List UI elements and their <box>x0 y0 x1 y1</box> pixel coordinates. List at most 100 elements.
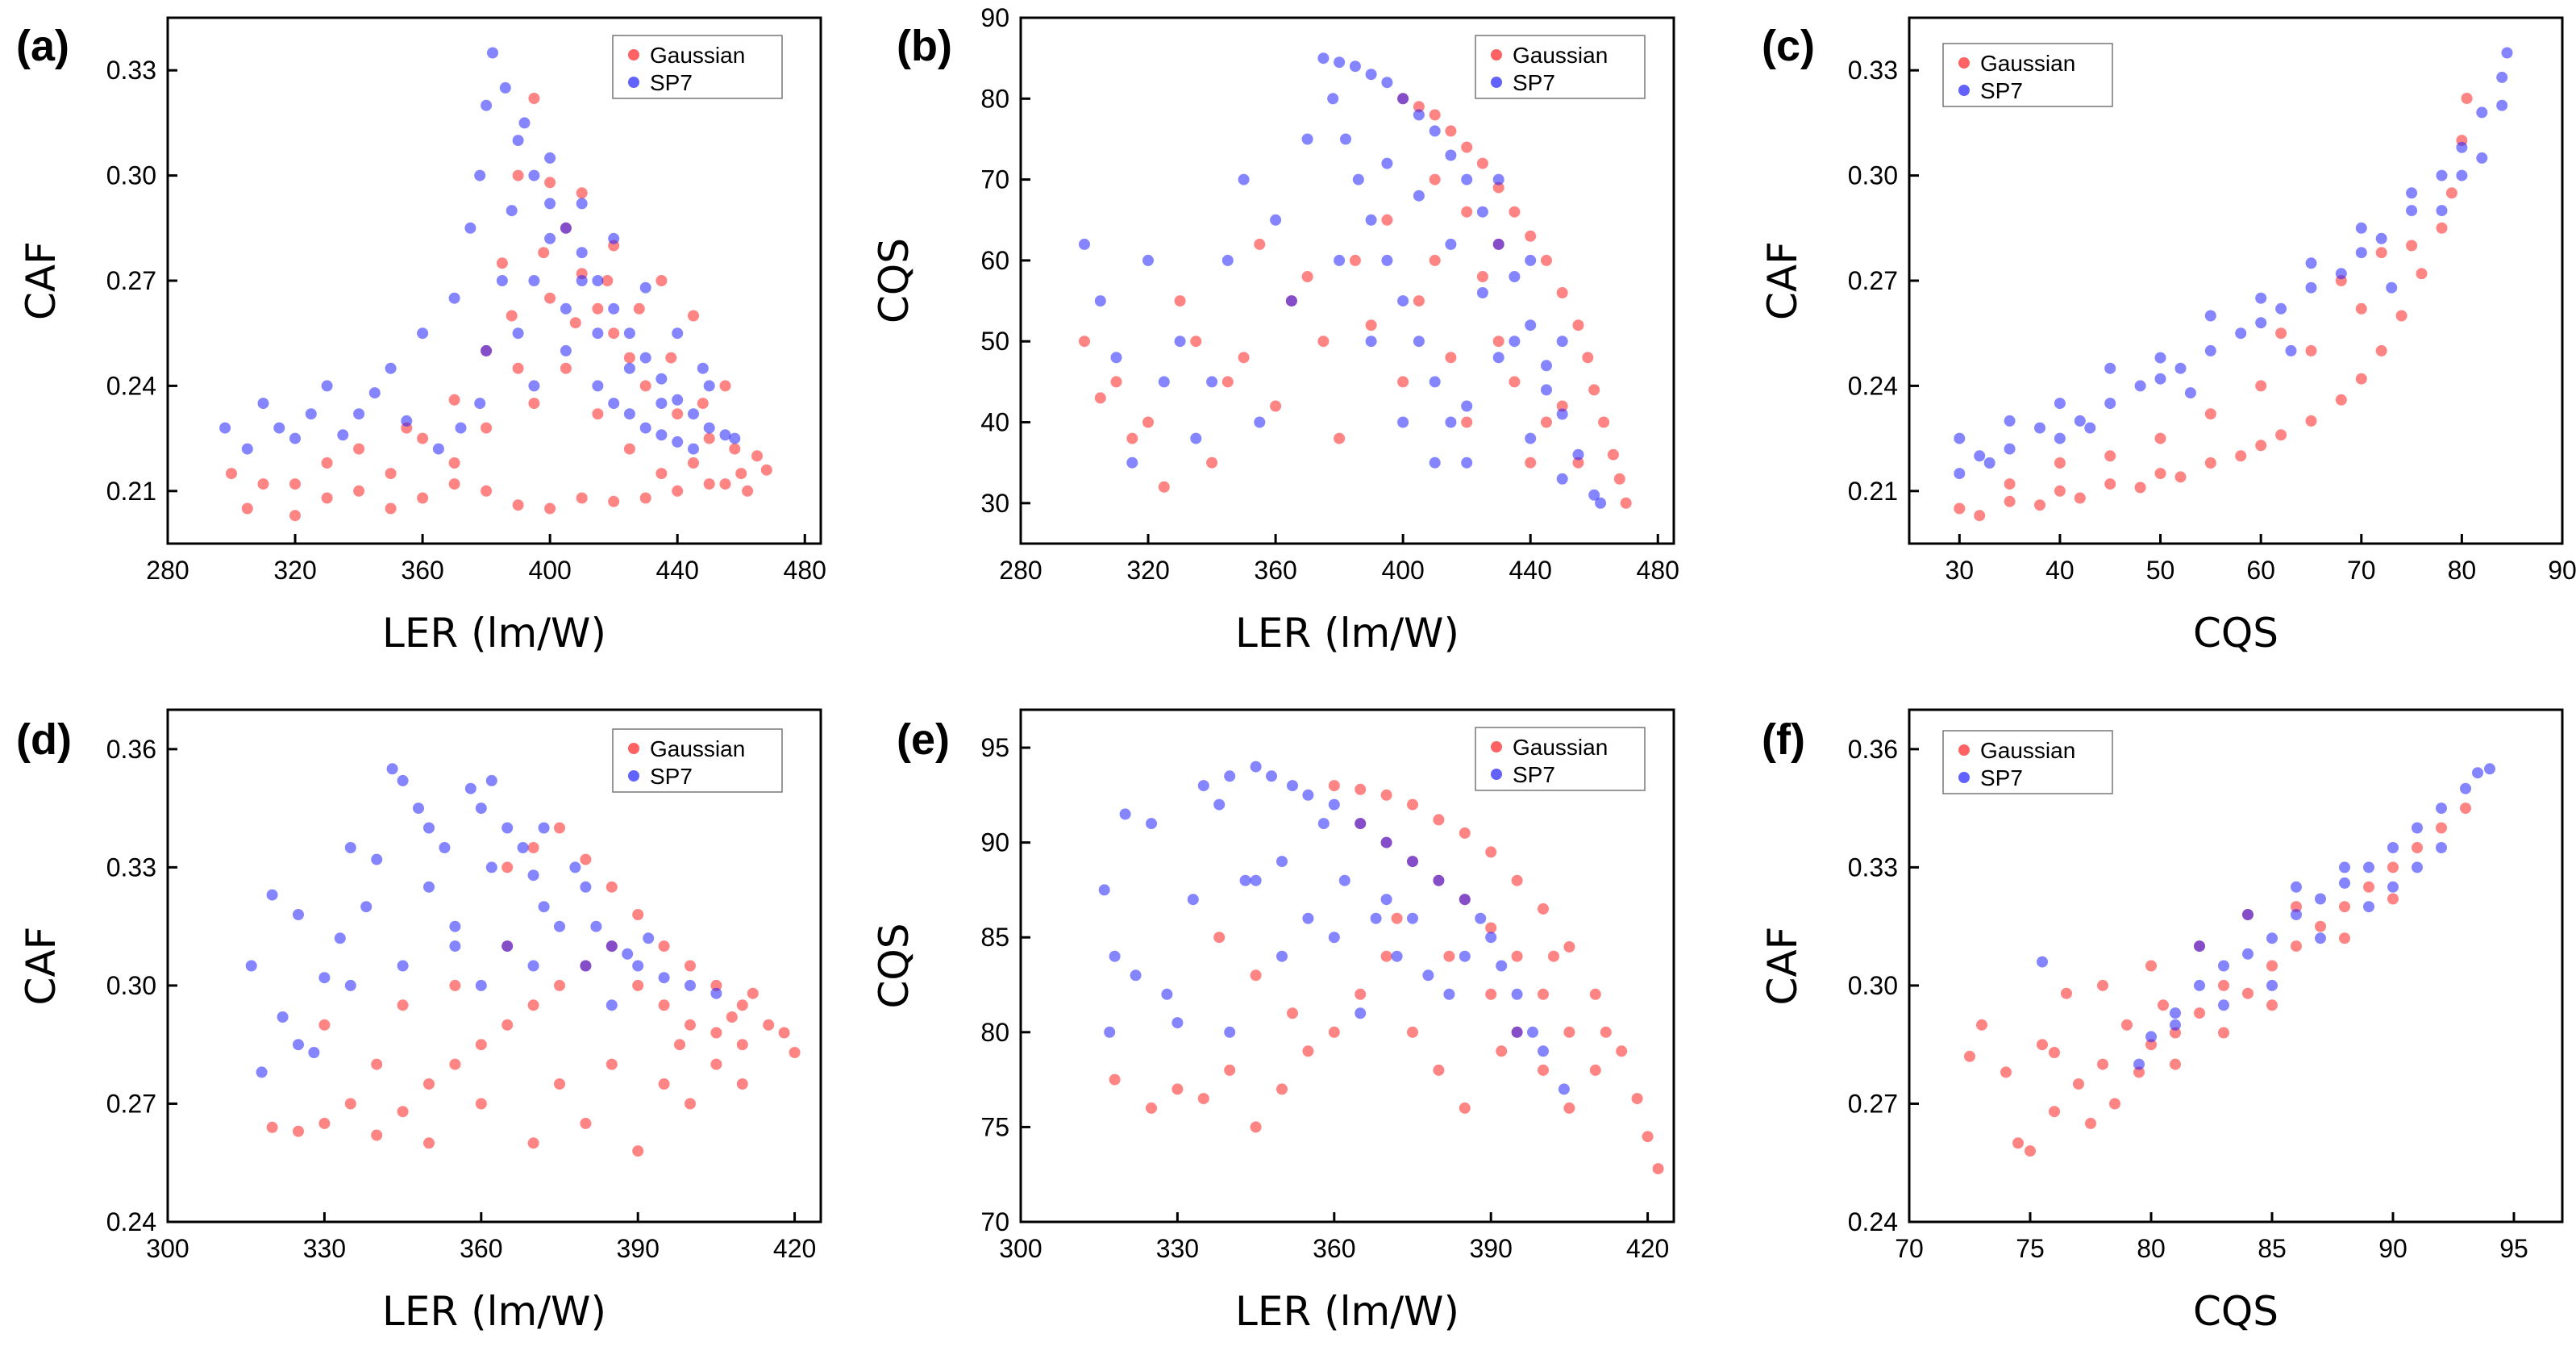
data-point <box>576 187 588 199</box>
data-point <box>448 394 460 406</box>
panel-letter: (d) <box>16 715 72 764</box>
data-point <box>2218 960 2229 972</box>
data-point <box>1538 1064 1549 1076</box>
data-point <box>2375 232 2387 244</box>
x-tick-label: 400 <box>1381 556 1424 585</box>
data-point <box>501 940 514 953</box>
data-point <box>1349 60 1361 73</box>
data-point <box>1572 448 1584 461</box>
data-point <box>1238 173 1250 186</box>
data-point <box>2194 1007 2205 1019</box>
legend-marker <box>1491 77 1502 88</box>
data-point <box>1492 181 1504 194</box>
data-point <box>2355 247 2367 259</box>
data-point <box>527 1137 539 1149</box>
data-point <box>528 93 540 104</box>
panel-letter: (c) <box>1762 22 1815 70</box>
x-tick-label: 360 <box>1313 1234 1355 1263</box>
data-point <box>2501 47 2513 59</box>
data-point <box>2355 302 2367 315</box>
data-point <box>608 232 620 244</box>
data-point <box>2412 842 2423 853</box>
data-point <box>633 302 645 315</box>
data-point <box>397 960 409 972</box>
data-point <box>1380 950 1392 962</box>
data-point <box>1301 271 1313 282</box>
data-point <box>590 920 602 932</box>
legend-marker <box>1491 49 1502 60</box>
data-point <box>778 1027 790 1039</box>
data-point <box>1527 1026 1538 1038</box>
data-point <box>1589 988 1601 1000</box>
data-point <box>449 920 461 932</box>
data-point <box>321 492 333 504</box>
data-point <box>1397 376 1409 388</box>
data-point <box>449 1058 461 1070</box>
x-tick-label: 330 <box>303 1234 346 1263</box>
data-point <box>1429 173 1441 186</box>
data-point <box>742 485 754 497</box>
data-point <box>672 436 684 448</box>
data-point <box>710 1058 722 1070</box>
data-point <box>1461 400 1473 412</box>
data-point <box>1485 846 1497 858</box>
data-point <box>1187 894 1199 906</box>
data-point <box>1413 295 1425 307</box>
y-axis-title: CAF <box>1759 927 1806 1006</box>
data-point <box>289 478 301 490</box>
legend-label: Gaussian <box>1980 51 2075 76</box>
data-point <box>528 398 540 410</box>
data-point <box>608 302 620 315</box>
data-point <box>685 1098 696 1110</box>
data-point <box>481 485 493 497</box>
data-point <box>1509 376 1521 388</box>
x-tick-label: 420 <box>773 1234 816 1263</box>
data-point <box>1221 254 1234 266</box>
data-point <box>2476 152 2488 164</box>
data-point <box>1254 238 1266 250</box>
data-point <box>2476 106 2488 119</box>
data-point <box>293 1125 304 1137</box>
data-point <box>2104 362 2116 374</box>
series-gaussian <box>1964 802 2471 1157</box>
series-sp7 <box>2037 763 2495 1070</box>
data-point <box>719 478 731 490</box>
data-point <box>344 842 356 853</box>
data-point <box>2387 893 2399 905</box>
data-point <box>501 1019 514 1031</box>
data-point <box>1213 798 1226 811</box>
data-point <box>2085 1117 2096 1129</box>
data-point <box>2097 979 2108 991</box>
data-point <box>576 247 588 259</box>
data-point <box>2339 861 2350 873</box>
data-point <box>554 822 565 834</box>
data-point <box>318 972 331 984</box>
data-point <box>2395 310 2407 322</box>
data-point <box>2158 999 2169 1011</box>
data-point <box>655 398 668 410</box>
data-point <box>1459 950 1471 962</box>
data-point <box>2335 268 2347 280</box>
x-tick-label: 360 <box>460 1234 502 1263</box>
data-point <box>1461 206 1473 218</box>
data-point <box>344 979 356 991</box>
series-sp7 <box>1954 47 2513 480</box>
data-point <box>639 281 651 294</box>
data-point <box>2315 920 2326 932</box>
data-point <box>2174 362 2187 374</box>
x-tick-label: 30 <box>1946 556 1975 585</box>
data-point <box>1509 271 1521 282</box>
data-point <box>1224 770 1236 782</box>
data-point <box>1266 770 1277 782</box>
data-point <box>2412 861 2423 873</box>
y-tick-label: 0.21 <box>106 477 156 506</box>
data-point <box>1142 416 1154 428</box>
data-point <box>1485 932 1497 944</box>
y-tick-label: 30 <box>980 489 1009 518</box>
data-point <box>580 960 592 972</box>
data-point <box>1461 173 1473 186</box>
data-point <box>606 1058 618 1070</box>
data-point <box>1317 818 1330 830</box>
data-point <box>608 398 620 410</box>
